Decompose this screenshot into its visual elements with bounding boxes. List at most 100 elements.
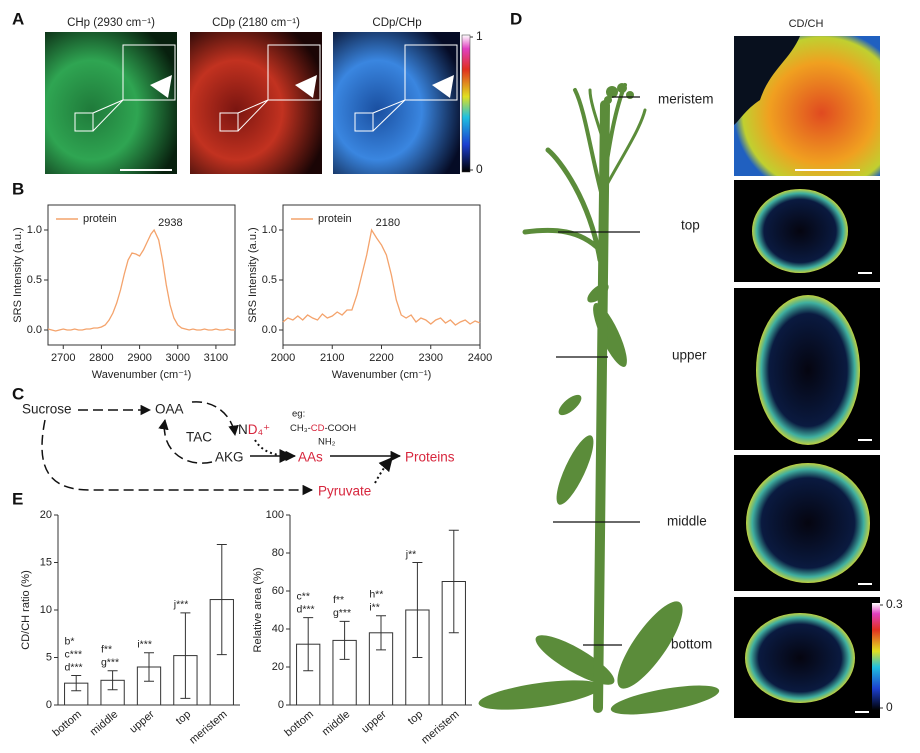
node-label-part: N: [238, 422, 248, 437]
x-tick-label: 2200: [369, 352, 393, 364]
node-label: Sucrose: [22, 402, 72, 417]
level-label: middle: [667, 514, 707, 529]
image-chp: [45, 32, 177, 174]
significance-label: h**: [369, 588, 383, 600]
node-label: OAA: [155, 402, 184, 417]
x-tick-label: 3000: [166, 352, 190, 364]
y-tick-label: 80: [272, 547, 284, 559]
y-tick-label: 0: [46, 699, 52, 711]
panel-label: A: [12, 9, 24, 28]
node-label: AKG: [215, 450, 244, 465]
node-label: ND₄⁺: [238, 422, 270, 437]
y-tick-label: 0.0: [27, 324, 42, 336]
node-label-part: D₄⁺: [248, 422, 270, 437]
significance-label: c**: [297, 590, 310, 602]
x-tick-label: 2800: [89, 352, 113, 364]
node-label: TAC: [186, 430, 212, 445]
x-tick-label: 2900: [127, 352, 151, 364]
x-tick-label: middle: [320, 708, 353, 738]
error-bar: [303, 617, 314, 672]
significance-label: i***: [137, 639, 152, 651]
significance-label: j***: [173, 599, 189, 611]
y-tick-label: 1.0: [27, 224, 42, 236]
y-tick-label: 0.0: [262, 324, 277, 336]
peak-label: 2938: [158, 217, 182, 229]
significance-label: b*: [65, 635, 75, 647]
x-tick-label: 2000: [271, 352, 295, 364]
x-axis-label: Wavenumber (cm⁻¹): [92, 369, 192, 381]
peak-label: 2180: [376, 217, 400, 229]
error-bar: [216, 543, 227, 656]
y-tick-label: 10: [40, 604, 52, 616]
section-images: [734, 36, 880, 718]
x-tick-label: 3100: [204, 352, 228, 364]
level-label: upper: [672, 348, 707, 363]
error-bar: [376, 615, 386, 651]
node-label: Proteins: [405, 450, 455, 465]
example-label: eg:: [292, 409, 305, 420]
y-axis-label: Relative area (%): [252, 568, 264, 653]
x-axis-label: Wavenumber (cm⁻¹): [332, 369, 432, 381]
colorbar-label: 1: [476, 29, 483, 43]
error-bar: [107, 670, 118, 691]
y-tick-label: 20: [40, 509, 52, 521]
colorbar-label: 0: [476, 162, 483, 176]
legend-label: protein: [318, 213, 352, 225]
level-label: bottom: [671, 637, 712, 652]
significance-label: i**: [369, 601, 380, 613]
node-label: AAs: [298, 450, 323, 465]
colorbar-label: 0.3: [886, 597, 903, 611]
example-formula: CH₃-CD-COOH: [290, 423, 356, 434]
x-tick-label: upper: [360, 708, 390, 735]
x-tick-label: upper: [128, 708, 158, 735]
colorbar: [461, 34, 471, 173]
image-cdp: [190, 32, 322, 174]
error-bar: [448, 529, 459, 634]
x-tick-label: top: [406, 708, 425, 727]
legend-label: protein: [83, 213, 117, 225]
level-label: meristem: [658, 92, 714, 107]
level-label: top: [681, 218, 700, 233]
significance-label: f**: [333, 594, 344, 606]
error-bar: [71, 675, 82, 692]
x-tick-label: bottom: [51, 708, 84, 739]
x-tick-label: 2400: [468, 352, 492, 364]
colorbar: [872, 603, 880, 710]
y-tick-label: 20: [272, 661, 284, 673]
y-tick-label: 100: [266, 509, 284, 521]
panel-label: D: [510, 9, 522, 28]
image-title: CDp (2180 cm⁻¹): [212, 17, 300, 29]
error-bar: [339, 620, 350, 660]
error-bar: [180, 612, 191, 699]
y-tick-label: 5: [46, 651, 52, 663]
pathway: Sucrose OAA TAC AKG ND₄⁺ eg: CH₃-CD-COOH…: [22, 401, 455, 499]
y-tick-label: 0.5: [262, 274, 277, 286]
image-title: CD/CH: [789, 18, 824, 30]
significance-label: f**: [101, 644, 112, 656]
x-tick-label: 2700: [51, 352, 75, 364]
formula-part: CD: [311, 423, 325, 434]
panel-label: E: [12, 489, 23, 508]
image-title: CHp (2930 cm⁻¹): [67, 17, 155, 29]
y-tick-label: 15: [40, 556, 52, 568]
node-label: Pyruvate: [318, 484, 371, 499]
y-tick-label: 40: [272, 623, 284, 635]
formula-part: -COOH: [325, 423, 357, 434]
panel-label: C: [12, 384, 24, 403]
x-tick-label: meristem: [419, 708, 461, 746]
significance-label: j**: [405, 548, 417, 560]
x-tick-label: middle: [88, 708, 121, 738]
significance-label: g***: [101, 657, 119, 669]
formula-part: CH₃-: [290, 423, 311, 434]
significance-label: c***: [65, 648, 83, 660]
error-bar: [144, 652, 154, 682]
y-tick-label: 0.5: [27, 274, 42, 286]
y-tick-label: 0: [278, 699, 284, 711]
panel-label: B: [12, 179, 24, 198]
y-tick-label: 60: [272, 585, 284, 597]
x-tick-label: 2100: [320, 352, 344, 364]
significance-label: g***: [333, 607, 351, 619]
error-bar: [412, 562, 423, 658]
level-lines: [553, 96, 640, 646]
